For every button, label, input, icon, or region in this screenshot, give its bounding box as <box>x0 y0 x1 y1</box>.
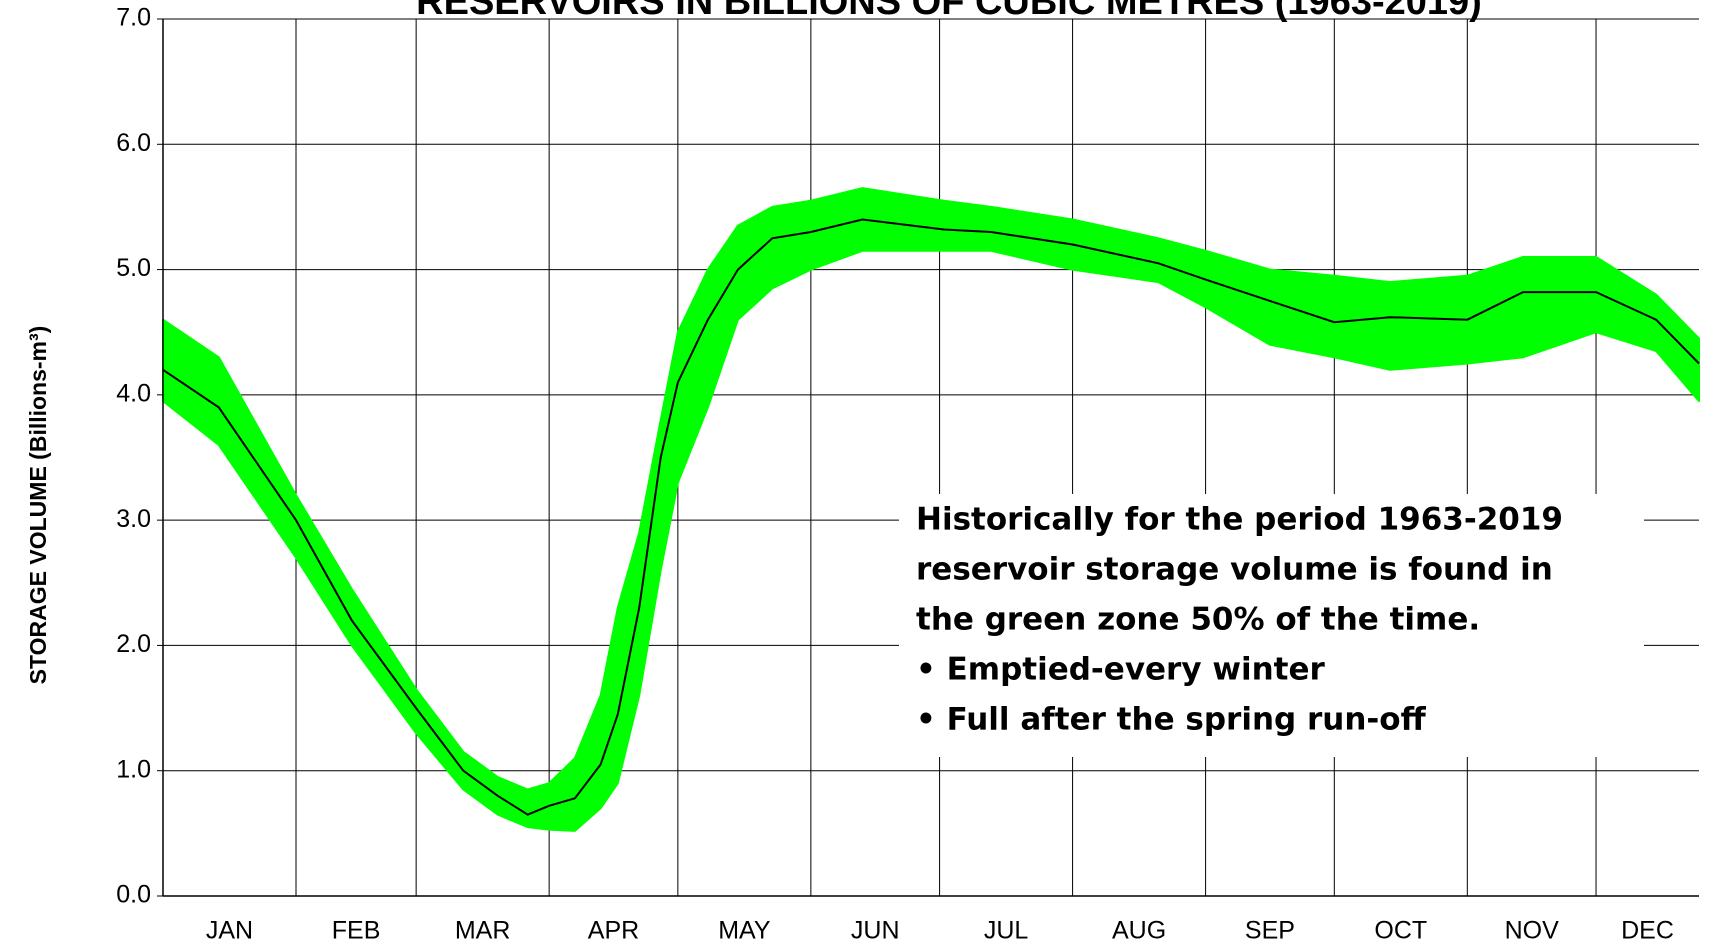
x-tick-label: MAR <box>455 917 511 945</box>
x-tick-label: JAN <box>206 917 253 945</box>
x-tick-label: AUG <box>1112 917 1166 945</box>
annotation-line: the green zone 50% of the time. <box>916 602 1480 638</box>
y-tick-label: 7.0 <box>116 4 151 32</box>
x-tick-label: APR <box>588 917 639 945</box>
annotation-box <box>899 494 1644 757</box>
x-tick-label: MAY <box>718 917 771 945</box>
y-tick-label: 4.0 <box>116 379 151 407</box>
y-tick-label: 2.0 <box>116 630 151 658</box>
annotation-line: Historically for the period 1963-2019 <box>916 502 1563 538</box>
annotation-line: • Full after the spring run-off <box>916 702 1427 738</box>
x-tick-label: SEP <box>1245 917 1295 945</box>
x-tick-label: FEB <box>332 917 381 945</box>
x-tick-label: JUN <box>851 917 900 945</box>
annotation-line: reservoir storage volume is found in <box>916 552 1553 588</box>
grid <box>162 18 1699 897</box>
median-line <box>162 218 1700 816</box>
axes: 0.0 1.0 2.0 3.0 4.0 5.0 6.0 7.0 JAN FEB MAR APR MAY J… <box>116 4 1699 945</box>
annotation: Historically for the period 1963-2019 res… <box>916 502 1563 738</box>
x-tick-label: OCT <box>1374 917 1427 945</box>
y-tick-label: 6.0 <box>116 129 151 157</box>
y-tick-label: 3.0 <box>116 505 151 533</box>
chart-title: RESERVOIRS IN BILLIONS OF CUBIC METRES (… <box>416 0 1482 23</box>
y-tick-label: 1.0 <box>116 755 151 783</box>
band-area <box>162 187 1700 832</box>
data <box>162 187 1700 832</box>
y-axis-label: STORAGE VOLUME (Billions-m³) <box>25 326 51 685</box>
x-tick-label: NOV <box>1505 917 1560 945</box>
y-tick-label: 5.0 <box>116 254 151 282</box>
annotation-line: • Emptied-every winter <box>916 652 1326 688</box>
x-tick-label: DEC <box>1621 917 1674 945</box>
x-tick-label: JUL <box>984 917 1029 945</box>
y-tick-label: 0.0 <box>116 881 151 909</box>
